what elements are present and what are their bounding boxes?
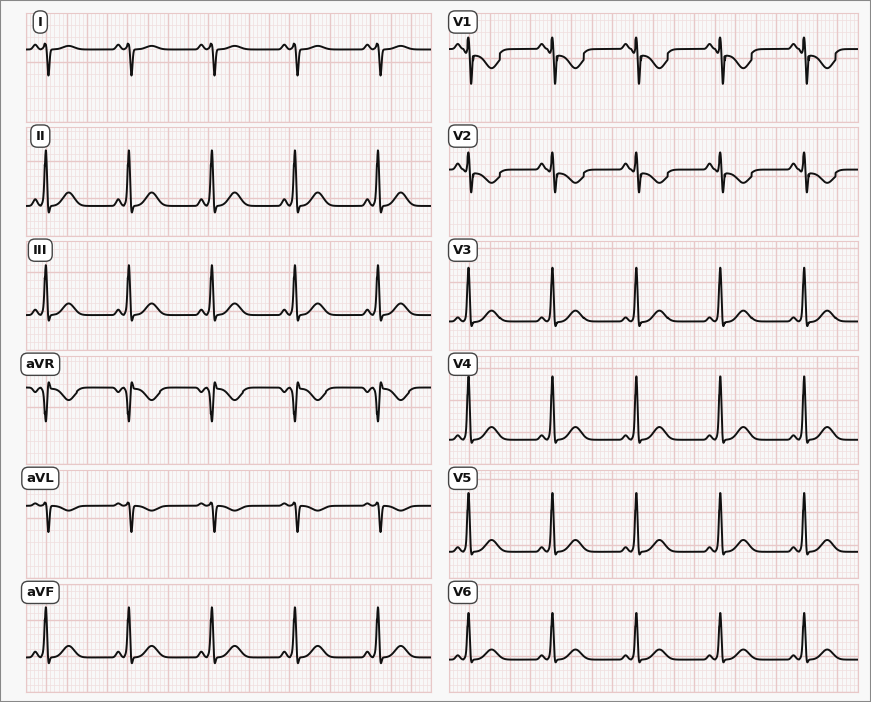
Text: I: I [37, 15, 43, 29]
Text: V2: V2 [453, 130, 473, 143]
Text: V6: V6 [453, 586, 473, 599]
Text: aVF: aVF [26, 586, 55, 599]
Text: V1: V1 [453, 15, 473, 29]
Text: aVL: aVL [26, 472, 54, 485]
Text: aVR: aVR [25, 358, 55, 371]
Text: III: III [33, 244, 48, 257]
Text: V3: V3 [453, 244, 473, 257]
Text: V4: V4 [453, 358, 473, 371]
Text: II: II [36, 130, 45, 143]
Text: V5: V5 [453, 472, 473, 485]
